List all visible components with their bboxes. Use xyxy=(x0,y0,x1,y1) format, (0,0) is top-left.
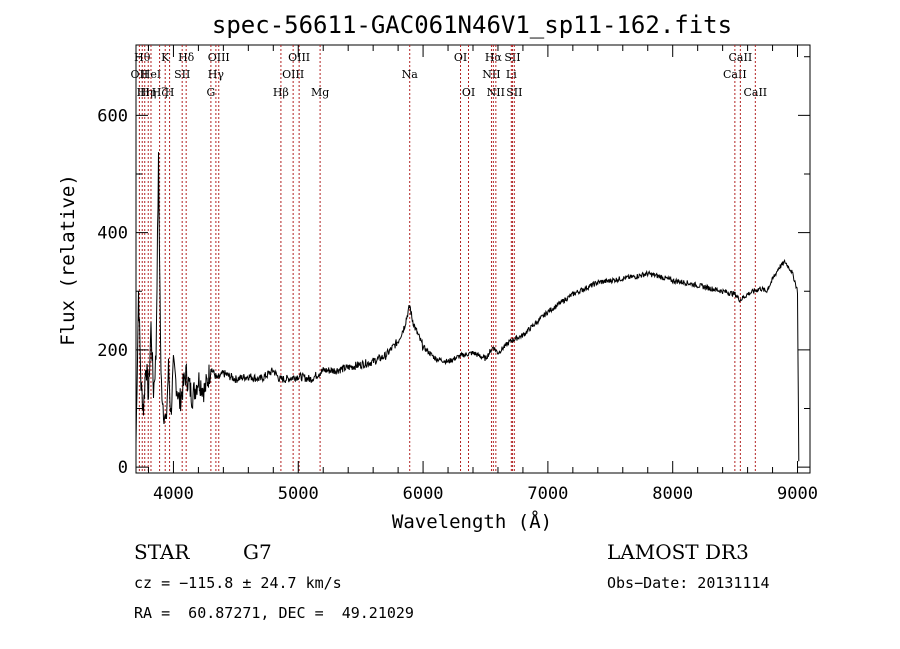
spectral-line-label: CaII xyxy=(743,86,767,99)
object-subclass: G7 xyxy=(243,540,272,564)
redshift-info: cz = −115.8 ± 24.7 km/s xyxy=(134,574,342,592)
spectral-line-label: SII xyxy=(174,68,190,81)
axes: 4000 5000 6000 7000 8000 9000 0 200 400 600 xyxy=(97,45,818,504)
x-tick-label: 6000 xyxy=(403,484,444,504)
spectral-line-label: H xyxy=(165,86,175,99)
spectral-line-label: Hγ xyxy=(208,68,225,81)
y-axis-label: Flux (relative) xyxy=(57,174,79,346)
spectral-line-label: OIII xyxy=(288,51,310,64)
spectral-line-label: Hη xyxy=(137,86,153,99)
spectral-line-label: Hα xyxy=(485,51,503,64)
plot-frame xyxy=(135,44,811,474)
spectral-line-label: OIII xyxy=(208,51,230,64)
spectral-line-label: SII xyxy=(504,51,520,64)
spectral-line-label: SII xyxy=(506,86,522,99)
x-tick-label: 4000 xyxy=(153,484,194,504)
x-tick-label: 8000 xyxy=(652,484,693,504)
object-class: STAR xyxy=(134,540,190,564)
spectrum-line xyxy=(135,152,800,462)
survey-name: LAMOST DR3 xyxy=(607,540,749,564)
spectral-line-label: Hδ xyxy=(178,51,195,64)
coordinates: RA = 60.87271, DEC = 49.21029 xyxy=(134,604,414,622)
spectral-line-label: Hη xyxy=(140,86,156,99)
y-tick-label: 0 xyxy=(118,458,128,478)
y-tick-label: 400 xyxy=(97,224,128,244)
spectral-line-label: Mg xyxy=(311,86,329,99)
spectral-line-label: OII xyxy=(131,68,149,81)
spectral-line-label: CaII xyxy=(723,68,747,81)
spectral-line-label: Na xyxy=(402,68,419,81)
spectral-line-label: HeI xyxy=(141,68,161,81)
spectral-line-label: CaII xyxy=(729,51,753,64)
x-tick-label: 7000 xyxy=(527,484,568,504)
obs-date: Obs−Date: 20131114 xyxy=(607,574,770,592)
spectral-line-label: NII xyxy=(487,86,505,99)
x-tick-label: 5000 xyxy=(278,484,319,504)
chart-title: spec-56611-GAC061N46V1_sp11-162.fits xyxy=(212,11,732,39)
spectral-line-label: OI xyxy=(454,51,467,64)
spectral-line-label: K xyxy=(161,51,170,64)
spectral-line-label: Hθ xyxy=(134,51,151,64)
spectral-line-label: Hβ xyxy=(273,86,289,99)
spectral-line-label: NII xyxy=(482,68,500,81)
spectral-line-label: Hζ xyxy=(152,86,168,99)
spectral-line-label: Li xyxy=(506,68,517,81)
y-tick-label: 200 xyxy=(97,341,128,361)
spectral-lines: OIIHθHηHηHeIHζKHSIIHδGHγOIIIHβOIIIOIIIMg… xyxy=(131,45,767,473)
x-axis-label: Wavelength (Å) xyxy=(392,510,552,533)
spectral-line-label: G xyxy=(206,86,215,99)
spectral-line-label: OIII xyxy=(282,68,304,81)
spectral-line-label: OI xyxy=(462,86,475,99)
x-tick-label: 9000 xyxy=(777,484,818,504)
y-tick-label: 600 xyxy=(97,106,128,126)
